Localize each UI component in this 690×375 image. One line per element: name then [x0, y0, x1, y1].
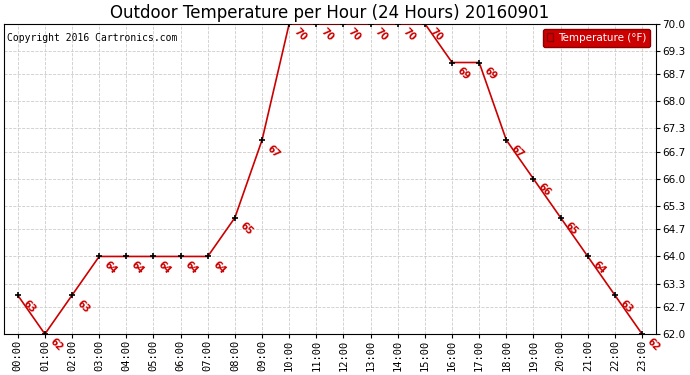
Text: 69: 69	[455, 65, 471, 82]
Text: 70: 70	[428, 27, 444, 43]
Text: 70: 70	[319, 27, 336, 43]
Text: 67: 67	[509, 143, 526, 159]
Text: 67: 67	[265, 143, 282, 159]
Text: 70: 70	[346, 27, 363, 43]
Text: Copyright 2016 Cartronics.com: Copyright 2016 Cartronics.com	[8, 33, 178, 43]
Text: 69: 69	[482, 65, 499, 82]
Text: 65: 65	[237, 220, 255, 237]
Text: 64: 64	[129, 259, 146, 276]
Text: 64: 64	[102, 259, 119, 276]
Title: Outdoor Temperature per Hour (24 Hours) 20160901: Outdoor Temperature per Hour (24 Hours) …	[110, 4, 549, 22]
Text: 62: 62	[645, 337, 662, 353]
Text: 63: 63	[21, 298, 37, 315]
Text: 63: 63	[618, 298, 634, 315]
Text: 70: 70	[400, 27, 417, 43]
Text: 64: 64	[156, 259, 173, 276]
Text: 70: 70	[373, 27, 390, 43]
Text: 62: 62	[48, 337, 64, 353]
Text: 64: 64	[210, 259, 227, 276]
Text: 63: 63	[75, 298, 91, 315]
Text: 65: 65	[564, 220, 580, 237]
Text: 64: 64	[591, 259, 607, 276]
Text: 64: 64	[184, 259, 200, 276]
Legend: Temperature (°F): Temperature (°F)	[543, 29, 651, 47]
Text: 66: 66	[536, 182, 553, 198]
Text: 70: 70	[292, 27, 308, 43]
